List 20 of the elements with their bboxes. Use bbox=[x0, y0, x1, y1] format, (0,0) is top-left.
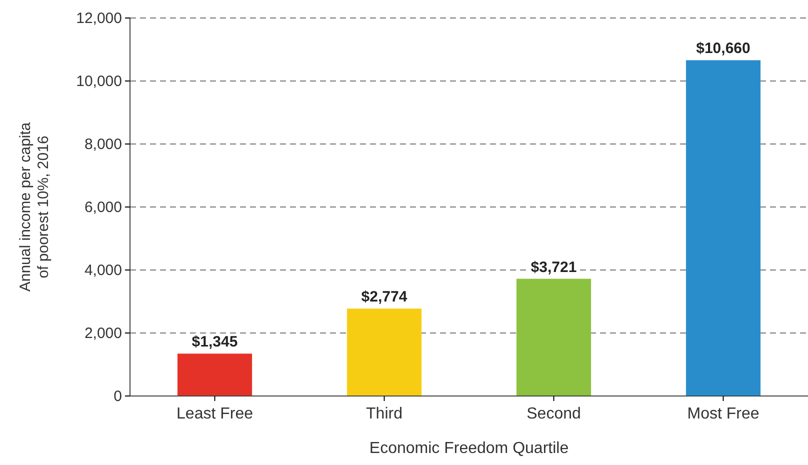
bar bbox=[346, 308, 422, 396]
y-tick-label: 12,000 bbox=[76, 10, 122, 27]
y-axis-title: Annual income per capita of poorest 10%, 2016 bbox=[17, 122, 52, 292]
y-tick-label: 4,000 bbox=[84, 262, 122, 279]
y-tick-label: 10,000 bbox=[76, 72, 122, 90]
x-tick-label: Most Free bbox=[687, 405, 760, 422]
data-label: $10,660 bbox=[696, 40, 750, 58]
x-axis-title: Economic Freedom Quartile bbox=[369, 440, 569, 457]
data-label: $1,345 bbox=[192, 334, 238, 351]
data-label: $2,774 bbox=[361, 288, 408, 306]
bar bbox=[516, 278, 592, 396]
y-tick-label: 6,000 bbox=[84, 198, 122, 216]
x-tick-label: Third bbox=[366, 405, 402, 422]
x-tick-label: Least Free bbox=[176, 405, 254, 422]
x-tick-label: Second bbox=[526, 405, 581, 422]
y-tick-label: 8,000 bbox=[84, 136, 122, 153]
bar bbox=[177, 354, 252, 396]
y-tick-label: 0 bbox=[114, 388, 122, 405]
y-tick-label: 2,000 bbox=[84, 324, 122, 342]
bar bbox=[686, 60, 761, 396]
